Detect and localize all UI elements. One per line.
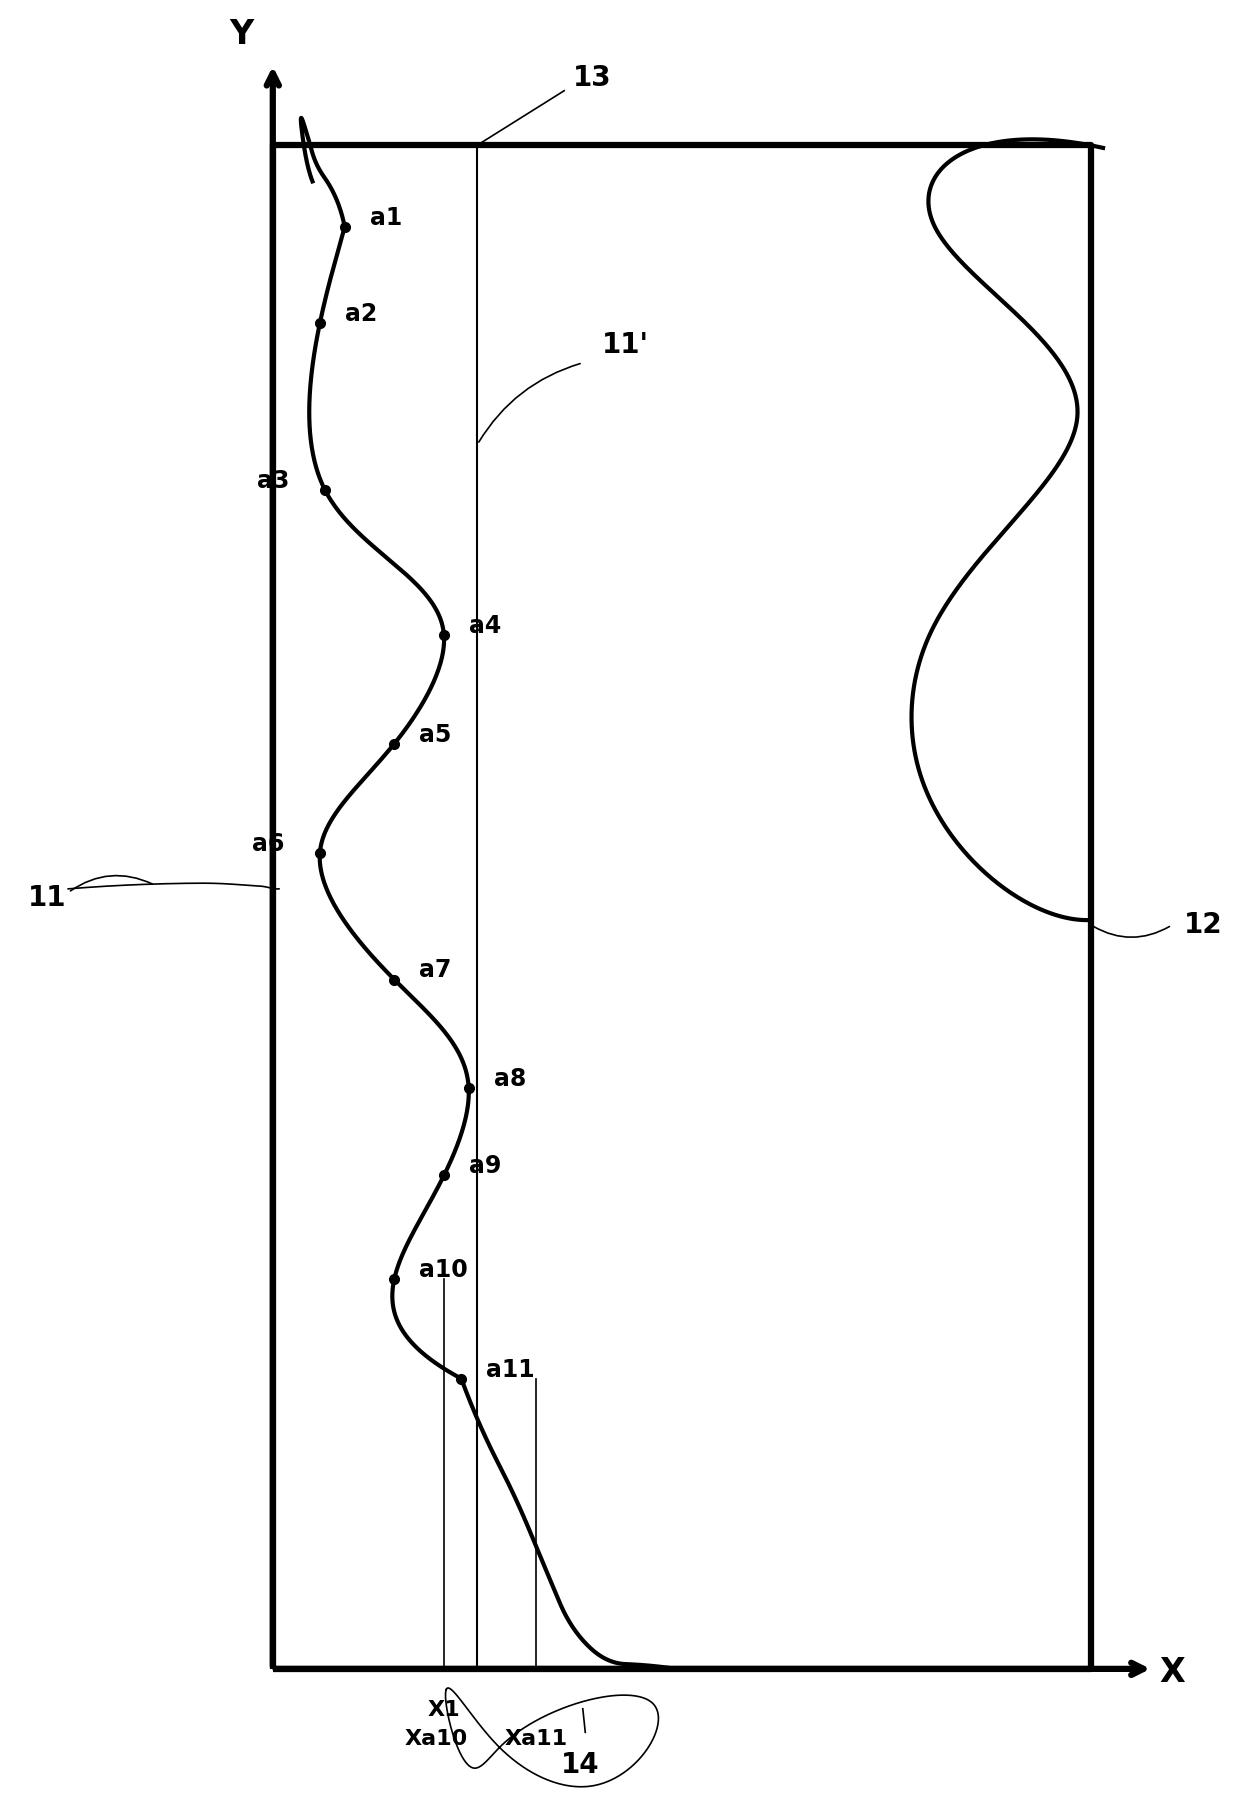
Text: a9: a9 (469, 1154, 501, 1179)
Text: Y: Y (229, 18, 254, 51)
Text: X: X (1159, 1656, 1185, 1689)
Text: a1: a1 (370, 205, 402, 230)
Text: a5: a5 (419, 722, 451, 747)
Text: 13: 13 (573, 63, 611, 93)
Text: a4: a4 (469, 613, 501, 639)
Text: a7: a7 (419, 958, 451, 983)
Text: a6: a6 (252, 831, 284, 856)
Text: 11': 11' (601, 330, 649, 359)
Text: 12: 12 (1184, 911, 1223, 940)
Text: a3: a3 (257, 468, 289, 493)
Text: Xa10: Xa10 (404, 1729, 469, 1749)
Text: X1: X1 (428, 1700, 460, 1720)
Text: a11: a11 (486, 1357, 534, 1382)
Text: a2: a2 (345, 301, 377, 327)
Text: Xa11: Xa11 (505, 1729, 567, 1749)
Text: a10: a10 (419, 1257, 467, 1282)
Text: 11: 11 (27, 883, 67, 912)
Text: a8: a8 (494, 1067, 526, 1092)
Text: 14: 14 (560, 1751, 600, 1780)
